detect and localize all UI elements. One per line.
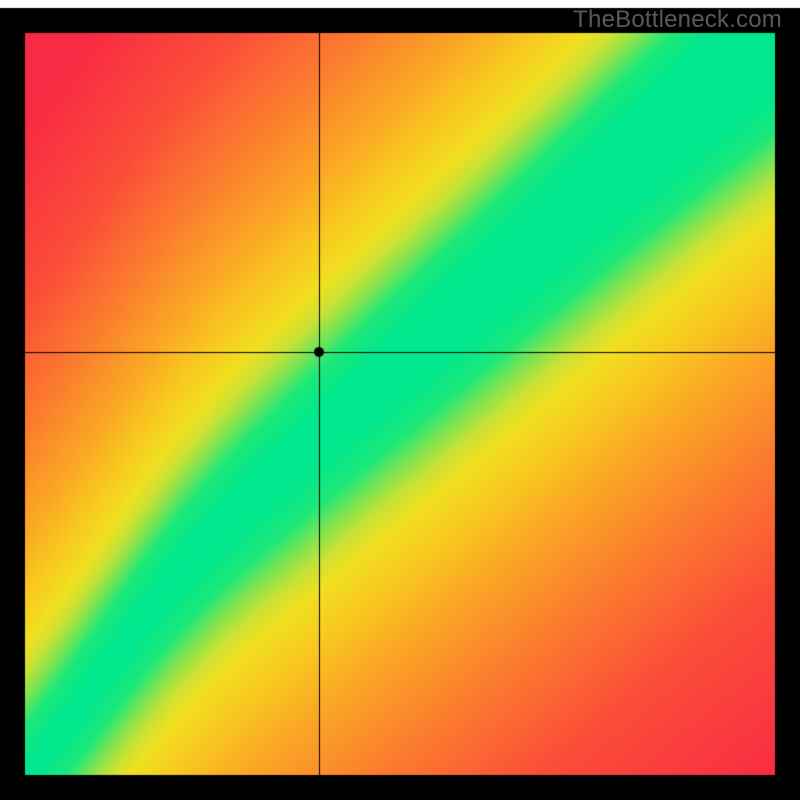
bottleneck-heatmap [0, 0, 800, 800]
watermark-text: TheBottleneck.com [573, 6, 782, 34]
chart-container: TheBottleneck.com [0, 0, 800, 800]
